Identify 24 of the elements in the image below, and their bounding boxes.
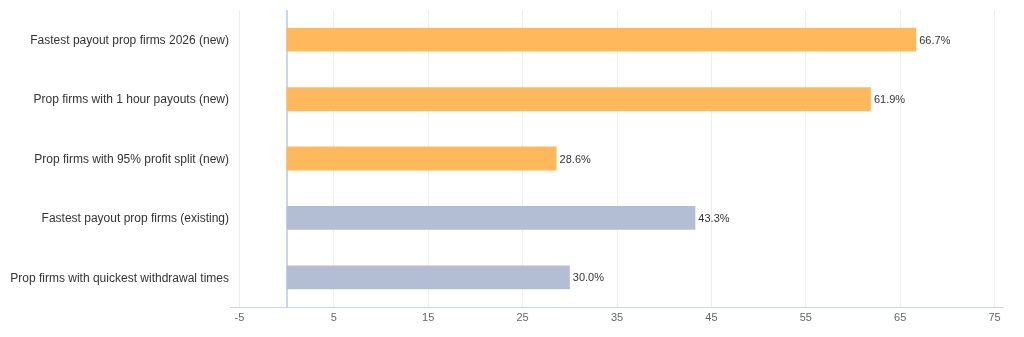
bar bbox=[286, 206, 696, 230]
x-tick-label: 45 bbox=[705, 311, 718, 324]
data-label: 30.0% bbox=[572, 271, 605, 284]
bar bbox=[286, 87, 871, 111]
x-tick-label: 15 bbox=[422, 311, 435, 324]
data-label: 66.7% bbox=[919, 33, 951, 46]
y-tick-label: Prop firms with quickest withdrawal times bbox=[10, 270, 229, 285]
y-tick-label: Prop firms with 1 hour payouts (new) bbox=[33, 92, 229, 107]
x-tick-label: 75 bbox=[988, 311, 1001, 324]
x-tick-label: 5 bbox=[330, 311, 337, 324]
x-tick-label: 25 bbox=[516, 311, 529, 324]
bar bbox=[286, 265, 570, 290]
x-tick-label: 35 bbox=[610, 311, 624, 324]
data-label: 43.3% bbox=[698, 211, 730, 224]
y-tick-label: Fastest payout prop firms (existing) bbox=[41, 211, 229, 226]
x-tick-label: 55 bbox=[799, 311, 812, 324]
x-tick-label: 65 bbox=[894, 311, 907, 324]
x-tick-label: -5 bbox=[234, 311, 245, 324]
data-label: 61.9% bbox=[873, 93, 906, 106]
y-tick-label: Fastest payout prop firms 2026 (new) bbox=[30, 32, 229, 47]
bar bbox=[286, 27, 917, 52]
y-tick-label: Prop firms with 95% profit split (new) bbox=[34, 151, 229, 166]
bar bbox=[286, 146, 557, 171]
data-label: 28.6% bbox=[559, 152, 591, 165]
